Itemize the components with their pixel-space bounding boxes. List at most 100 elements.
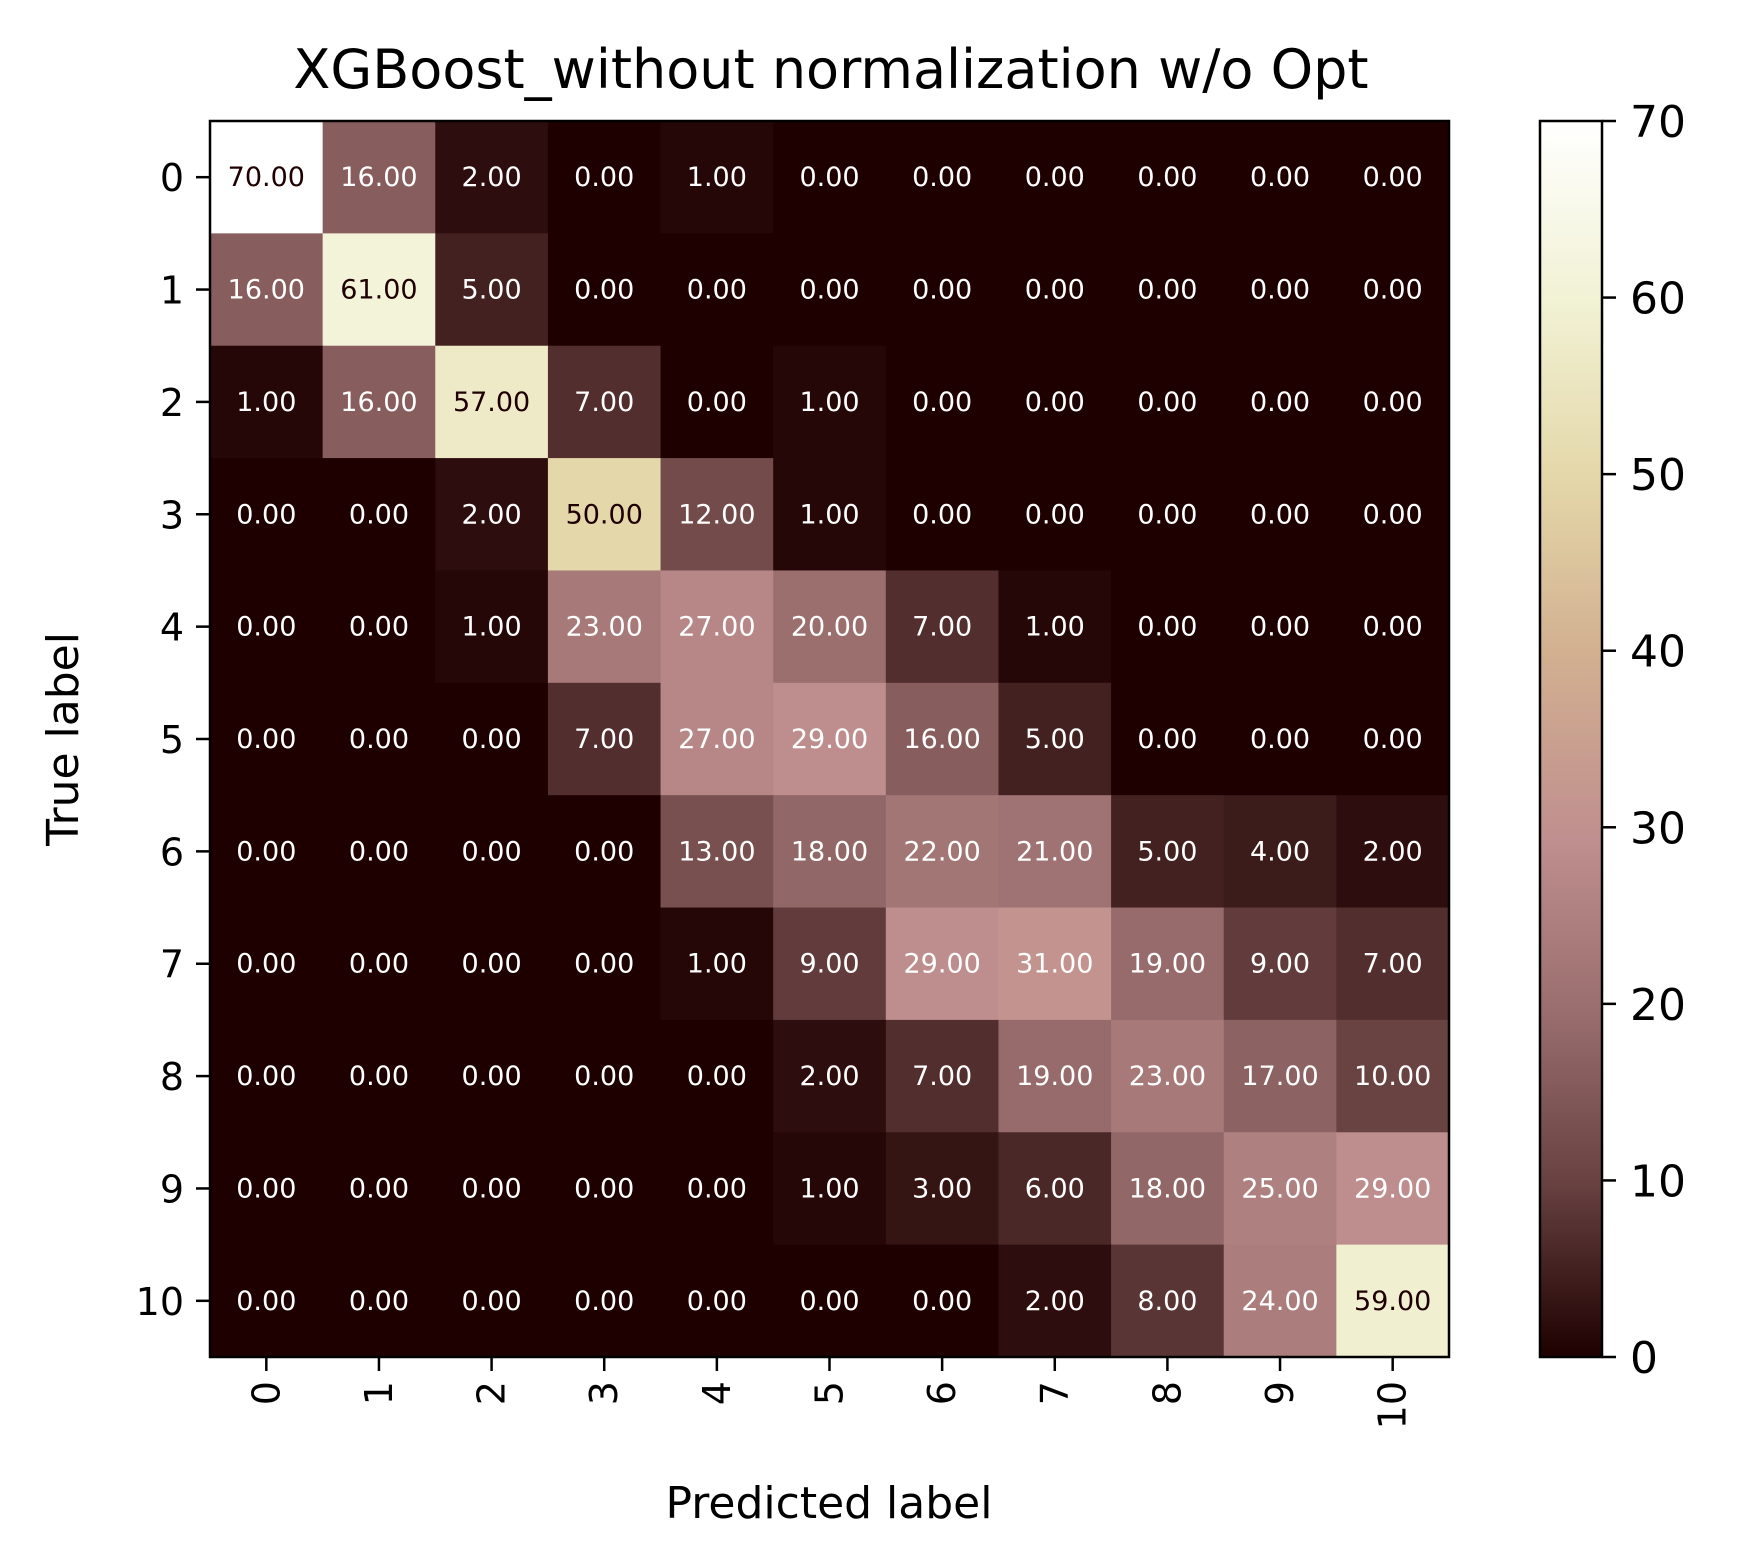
heatmap-cell — [773, 233, 887, 347]
heatmap-cell — [210, 233, 324, 347]
heatmap-cell — [1336, 1132, 1450, 1246]
heatmap-cell — [210, 570, 324, 684]
x-tick-label: 8 — [1145, 1381, 1189, 1405]
cell-value-label: 1.00 — [462, 612, 522, 643]
cell-value-label: 1.00 — [799, 387, 859, 418]
x-tick-label: 1 — [357, 1381, 401, 1405]
cell-value-label: 3.00 — [912, 1173, 972, 1204]
cell-value-label: 2.00 — [462, 499, 522, 530]
heatmap-cell — [1336, 458, 1450, 572]
y-tick-label: 8 — [160, 1055, 184, 1099]
heatmap-cell — [322, 1244, 436, 1358]
cell-value-label: 0.00 — [236, 836, 296, 867]
colorbar-tick-label: 60 — [1630, 274, 1686, 325]
heatmap-cell — [1336, 795, 1450, 909]
heatmap-cell — [1223, 458, 1337, 572]
heatmap-cell-labels: 70.00 16.00 2.00 0.00 1.00 0.00 0.00 0.00 0.00 0.… — [228, 162, 1432, 1317]
cell-value-label: 0.00 — [349, 949, 409, 980]
heatmap-cell — [547, 570, 662, 684]
cell-value-label: 0.00 — [912, 1286, 972, 1317]
cell-value-label: 16.00 — [340, 387, 417, 418]
cell-value-label: 7.00 — [912, 612, 972, 643]
cell-value-label: 23.00 — [566, 612, 643, 643]
y-axis-label: True label — [38, 632, 89, 847]
y-tick-label: 6 — [160, 830, 184, 874]
cell-value-label: 0.00 — [1137, 387, 1197, 418]
cell-value-label: 29.00 — [1354, 1173, 1431, 1204]
cell-value-label: 0.00 — [1025, 162, 1085, 193]
heatmap-cell — [435, 458, 549, 572]
heatmap-cell — [998, 233, 1112, 347]
cell-value-label: 0.00 — [1250, 387, 1310, 418]
cell-value-label: 0.00 — [1363, 162, 1423, 193]
cell-value-label: 31.00 — [1016, 949, 1093, 980]
heatmap-cell — [1336, 121, 1450, 234]
cell-value-label: 16.00 — [903, 724, 980, 755]
heatmap-cell — [435, 1132, 549, 1246]
cell-value-label: 0.00 — [1250, 275, 1310, 306]
cell-value-label: 19.00 — [1129, 949, 1206, 980]
y-tick-label: 2 — [160, 381, 184, 425]
heatmap-cell — [322, 458, 436, 572]
heatmap-cell — [1336, 907, 1450, 1021]
heatmap-cell — [660, 1019, 774, 1133]
heatmap-cell — [547, 233, 662, 347]
heatmap-cell — [1223, 1019, 1337, 1133]
x-axis-label: Predicted label — [666, 1478, 993, 1529]
cell-value-label: 0.00 — [462, 1286, 522, 1317]
cell-value-label: 17.00 — [1241, 1061, 1318, 1092]
colorbar-tick-label: 70 — [1630, 97, 1686, 148]
heatmap-cell — [547, 121, 662, 234]
cell-value-label: 57.00 — [453, 387, 530, 418]
x-tick-label: 10 — [1371, 1381, 1415, 1429]
heatmap-cell — [435, 907, 549, 1021]
colorbar-ticks: 0 10 20 30 40 50 60 70 — [1602, 97, 1686, 1384]
cell-value-label: 1.00 — [687, 162, 747, 193]
y-axis-ticks: 0 1 2 3 4 5 6 7 8 9 10 — [136, 156, 210, 1324]
heatmap-cell — [210, 1132, 324, 1246]
cell-value-label: 0.00 — [1137, 499, 1197, 530]
heatmap-cell — [547, 1132, 662, 1246]
cell-value-label: 0.00 — [1025, 275, 1085, 306]
cell-value-label: 0.00 — [349, 612, 409, 643]
heatmap-cell — [885, 1019, 1000, 1133]
heatmap-cell — [1223, 795, 1337, 909]
cell-value-label: 1.00 — [1025, 612, 1085, 643]
cell-value-label: 12.00 — [678, 499, 755, 530]
cell-value-label: 2.00 — [1025, 1286, 1085, 1317]
heatmap-cell — [998, 1132, 1112, 1246]
heatmap-cell — [435, 233, 549, 347]
cell-value-label: 0.00 — [349, 1173, 409, 1204]
cell-value-label: 0.00 — [236, 499, 296, 530]
heatmap-cell — [1111, 233, 1225, 347]
cell-value-label: 20.00 — [791, 612, 868, 643]
heatmap-cell — [773, 121, 887, 234]
cell-value-label: 1.00 — [799, 1173, 859, 1204]
heatmap-cell — [322, 1132, 436, 1246]
heatmap-cell — [322, 233, 436, 347]
heatmap-cell — [660, 1244, 774, 1358]
colorbar-tick-label: 20 — [1630, 980, 1686, 1031]
heatmap-cell — [660, 907, 774, 1021]
cell-value-label: 10.00 — [1354, 1061, 1431, 1092]
cell-value-label: 0.00 — [799, 1286, 859, 1317]
heatmap-cell — [660, 121, 774, 234]
cell-value-label: 7.00 — [912, 1061, 972, 1092]
heatmap-cell — [435, 682, 549, 796]
cell-value-label: 0.00 — [1025, 387, 1085, 418]
heatmap-cell — [210, 1244, 324, 1358]
cell-value-label: 0.00 — [349, 836, 409, 867]
heatmap-cell — [1223, 570, 1337, 684]
cell-value-label: 0.00 — [912, 387, 972, 418]
cell-value-label: 1.00 — [236, 387, 296, 418]
heatmap-cell — [1111, 682, 1225, 796]
heatmap-cell — [322, 345, 436, 459]
cell-value-label: 2.00 — [799, 1061, 859, 1092]
heatmap-cell — [885, 907, 1000, 1021]
cell-value-label: 1.00 — [799, 499, 859, 530]
heatmap-cell — [998, 570, 1112, 684]
heatmap-cell — [998, 795, 1112, 909]
cell-value-label: 0.00 — [462, 1061, 522, 1092]
heatmap-cell — [773, 907, 887, 1021]
cell-value-label: 0.00 — [574, 836, 634, 867]
